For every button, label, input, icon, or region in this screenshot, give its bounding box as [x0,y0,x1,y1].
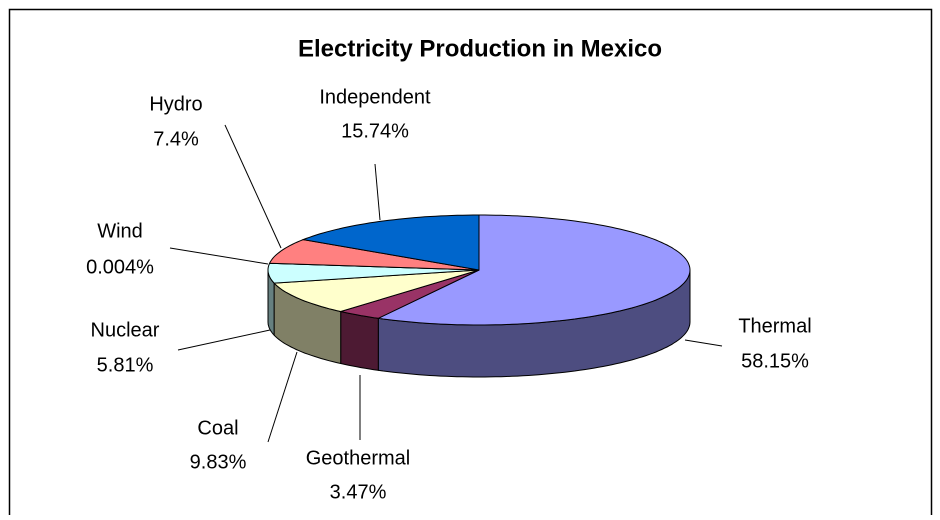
leader-line [684,339,723,347]
chart-frame [8,8,933,515]
slice-label: Nuclear [91,319,160,341]
slice [267,262,480,284]
slice-side [340,310,379,371]
slice [376,214,691,326]
leader-line [224,124,282,249]
value-label: 9.83% [190,451,247,473]
value-label: 3.47% [330,481,387,503]
leader-line [177,329,271,351]
value-label: 5.81% [97,354,154,376]
value-label: 58.15% [741,350,809,372]
slice [301,214,480,271]
value-label: 7.4% [153,128,199,150]
slice-label: Coal [197,417,238,439]
chart-title: Electricity Production in Mexico [298,35,662,62]
slice-label: Wind [97,220,143,242]
slice [338,269,480,319]
slice-label: Hydro [149,93,202,115]
value-label: 0.004% [86,256,154,278]
leader-line [169,247,269,265]
slice-label: Geothermal [306,447,411,469]
leader-line [374,163,381,221]
slice [268,239,480,271]
leader-line [267,351,298,443]
value-label: 15.74% [341,120,409,142]
slice-label: Thermal [738,315,811,337]
slice [272,269,480,313]
slice-label: Independent [319,86,431,108]
